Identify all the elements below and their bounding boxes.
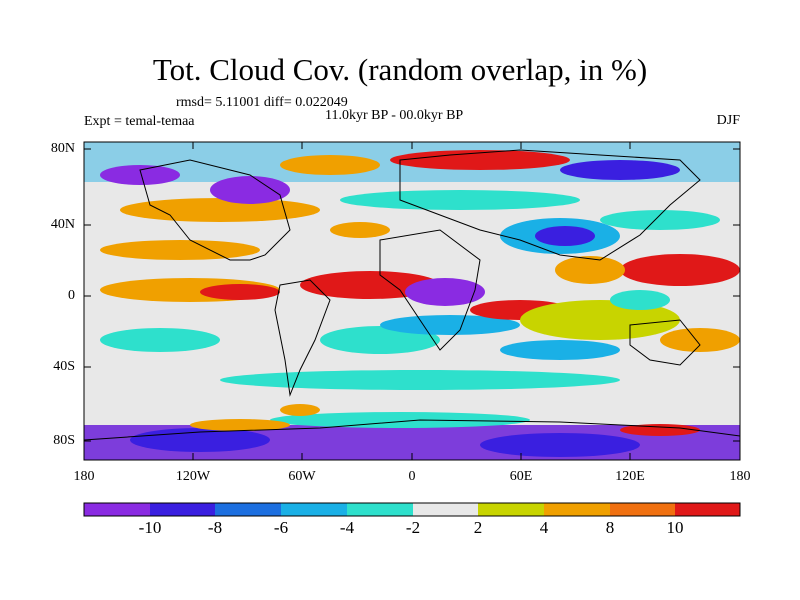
antarctica-outline: [84, 419, 740, 441]
anomaly-region: [600, 210, 720, 230]
anomaly-region: [610, 290, 670, 310]
anomaly-region: [500, 340, 620, 360]
anomaly-region: [480, 433, 640, 457]
anomaly-region: [330, 222, 390, 238]
anomaly-region: [280, 404, 320, 416]
y-tick-label: 80N: [50, 141, 75, 156]
colorbar-swatch: [675, 503, 740, 516]
anomaly-region: [100, 240, 260, 260]
season-label: DJF: [716, 113, 740, 128]
anomaly-region: [405, 278, 485, 306]
colorbar: [83, 502, 741, 517]
colorbar-tick-label: -10: [138, 518, 162, 537]
eurasia-outline: [399, 149, 701, 261]
colorbar-swatch: [544, 503, 610, 516]
south-america-outline: [274, 279, 331, 397]
y-tick-label: 80S: [53, 433, 75, 448]
x-tick-label: 60E: [509, 469, 533, 484]
anomaly-region: [560, 160, 680, 180]
anomaly-region: [210, 176, 290, 204]
x-tick-label: 60W: [288, 469, 316, 484]
colorbar-frame: [83, 502, 741, 517]
anomaly-region: [120, 198, 320, 222]
axis-ticks: [83, 142, 741, 460]
colorbar-tick-label: 8: [605, 518, 615, 537]
colorbar-swatch: [281, 503, 347, 516]
x-tick-label: 0: [408, 469, 416, 484]
experiment-label: Expt = temal-temaa: [84, 114, 195, 129]
anomaly-region: [100, 328, 220, 352]
colorbar-swatch: [347, 503, 413, 516]
colorbar-tick-label: -2: [405, 518, 421, 537]
anomaly-region: [270, 412, 530, 428]
colorbar-swatch: [84, 503, 150, 516]
anomaly-region: [555, 256, 625, 284]
anomaly-region: [390, 150, 570, 170]
anomaly-region: [100, 165, 180, 185]
colorbar-swatch: [610, 503, 675, 516]
anomaly-region: [620, 254, 740, 286]
colorbar-tick-label: -4: [339, 518, 355, 537]
anomaly-region: [340, 190, 580, 210]
y-tick-label: 0: [68, 288, 75, 303]
colorbar-swatch: [215, 503, 281, 516]
colorbar-swatch: [413, 503, 478, 516]
x-tick-label: 180: [73, 469, 95, 484]
colorbar-swatch: [478, 503, 544, 516]
anomaly-region: [220, 370, 620, 390]
anomaly-region: [380, 315, 520, 335]
colorbar-tick-label: 2: [473, 518, 483, 537]
colorbar-tick-label: -6: [273, 518, 289, 537]
x-tick-label: 180: [729, 469, 751, 484]
colorbar-tick-label: 10: [666, 518, 684, 537]
anomaly-region: [660, 328, 740, 352]
y-tick-label: 40S: [53, 359, 75, 374]
australia-outline: [629, 319, 701, 366]
period-label: 11.0kyr BP - 00.0kyr BP: [325, 108, 464, 123]
map-plot-area: [84, 142, 740, 460]
anomaly-region: [280, 155, 380, 175]
anomaly-region: [200, 284, 280, 300]
x-tick-label: 120W: [175, 469, 211, 484]
north-america-outline: [139, 159, 291, 261]
y-tick-label: 40N: [50, 217, 75, 232]
anomaly-region: [190, 419, 290, 431]
coastlines: [84, 149, 740, 441]
plot-title: Tot. Cloud Cov. (random overlap, in %): [152, 52, 648, 87]
colorbar-swatch: [150, 503, 215, 516]
colorbar-tick-label: 4: [539, 518, 549, 537]
colorbar-tick-label: -8: [207, 518, 223, 537]
anomaly-region: [535, 226, 595, 246]
africa-outline: [379, 229, 481, 351]
stats-text: rmsd= 5.11001 diff= 0.022049: [176, 95, 348, 110]
x-tick-label: 120E: [615, 469, 645, 484]
anomaly-region: [620, 424, 700, 436]
